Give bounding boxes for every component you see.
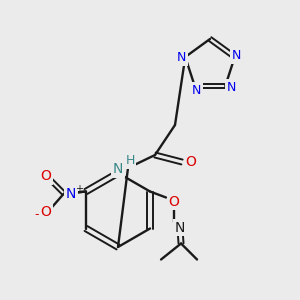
Text: N: N: [192, 83, 201, 97]
Text: -: -: [35, 208, 39, 221]
Text: O: O: [40, 206, 51, 220]
Text: N: N: [232, 50, 242, 62]
Text: N: N: [113, 162, 123, 176]
Text: O: O: [40, 169, 51, 184]
Text: N: N: [175, 220, 185, 235]
Text: +: +: [75, 184, 83, 194]
Text: O: O: [169, 194, 179, 208]
Text: N: N: [226, 80, 236, 94]
Text: N: N: [177, 52, 186, 64]
Text: N: N: [66, 188, 76, 202]
Text: H: H: [125, 154, 135, 167]
Text: O: O: [186, 155, 196, 169]
